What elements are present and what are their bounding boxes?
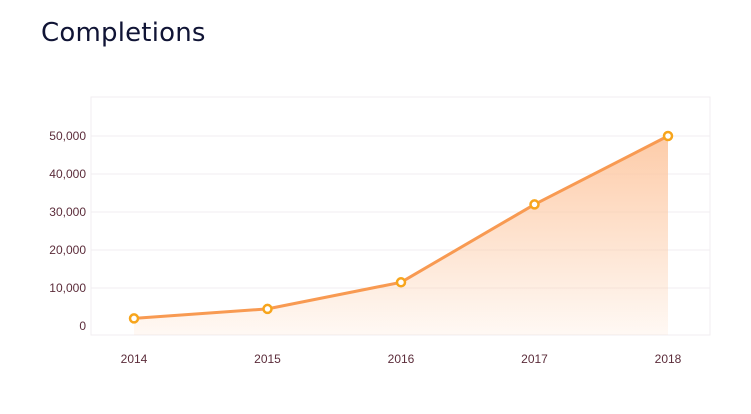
y-tick-label: 30,000 <box>49 205 86 219</box>
y-tick-label: 10,000 <box>49 281 86 295</box>
y-tick-label: 20,000 <box>49 243 86 257</box>
y-tick-label: 50,000 <box>49 129 86 143</box>
y-axis-ticks: 0 10,000 20,000 30,000 40,000 50,000 <box>49 129 86 333</box>
x-tick-label: 2016 <box>388 352 415 366</box>
y-tick-label: 40,000 <box>49 167 86 181</box>
data-point-2017[interactable] <box>529 199 540 210</box>
x-tick-label: 2018 <box>655 352 682 366</box>
y-tick-label: 0 <box>79 319 86 333</box>
data-point-2014[interactable] <box>128 313 140 324</box>
data-points <box>128 130 674 324</box>
x-tick-label: 2015 <box>254 352 281 366</box>
data-point-2015[interactable] <box>262 303 273 315</box>
x-tick-label: 2014 <box>121 352 148 366</box>
data-point-2018[interactable] <box>662 130 674 142</box>
x-axis-ticks: 2014 2015 2016 2017 2018 <box>121 352 682 366</box>
chart-title: Completions <box>41 18 206 48</box>
x-tick-label: 2017 <box>521 352 548 366</box>
data-point-2016[interactable] <box>395 277 407 288</box>
area-fill <box>134 136 668 335</box>
